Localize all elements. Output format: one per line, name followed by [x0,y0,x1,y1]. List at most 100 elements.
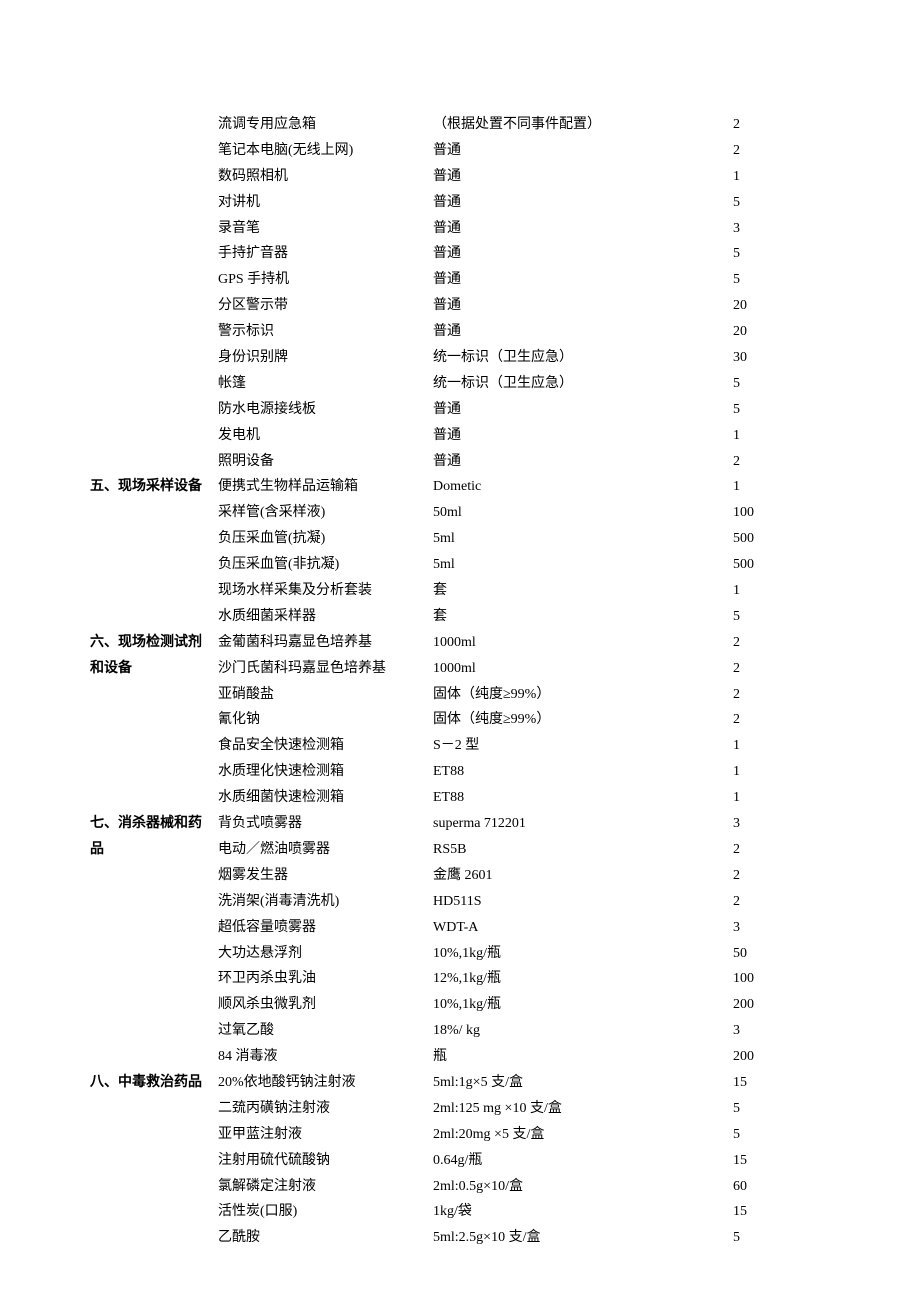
cell-spec: 普通 [433,423,733,449]
cell-category [90,941,218,967]
cell-category [90,293,218,319]
table-row: 六、现场检测试剂金葡菌科玛嘉显色培养基1000ml2 [90,630,830,656]
cell-item: 环卫丙杀虫乳油 [218,966,433,992]
cell-qty: 3 [733,216,830,242]
table-row: 和设备沙门氏菌科玛嘉显色培养基1000ml2 [90,656,830,682]
table-row: 乙酰胺5ml:2.5g×10 支/盒5 [90,1225,830,1251]
cell-spec: 18%/ kg [433,1018,733,1044]
cell-qty: 500 [733,526,830,552]
table-row: 洗消架(消毒清洗机)HD511S2 [90,889,830,915]
cell-qty: 5 [733,604,830,630]
table-row: 对讲机普通5 [90,190,830,216]
cell-qty: 3 [733,811,830,837]
cell-category [90,216,218,242]
cell-item: 二巯丙磺钠注射液 [218,1096,433,1122]
cell-spec: 统一标识（卫生应急） [433,345,733,371]
cell-item: 电动／燃油喷雾器 [218,837,433,863]
table-row: 过氧乙酸18%/ kg3 [90,1018,830,1044]
cell-category [90,966,218,992]
table-row: 七、消杀器械和药背负式喷雾器superma 7122013 [90,811,830,837]
document-page: 流调专用应急箱（根据处置不同事件配置）2笔记本电脑(无线上网)普通2数码照相机普… [0,0,920,1311]
table-row: 警示标识普通20 [90,319,830,345]
table-row: 负压采血管(抗凝)5ml500 [90,526,830,552]
table-row: 注射用硫代硫酸钠0.64g/瓶15 [90,1148,830,1174]
cell-category [90,345,218,371]
cell-spec: 1kg/袋 [433,1199,733,1225]
cell-qty: 30 [733,345,830,371]
cell-category [90,889,218,915]
table-row: 发电机普通1 [90,423,830,449]
cell-category [90,319,218,345]
cell-item: 超低容量喷雾器 [218,915,433,941]
cell-spec: 1000ml [433,630,733,656]
table-row: GPS 手持机普通5 [90,267,830,293]
cell-spec: 套 [433,578,733,604]
cell-category [90,759,218,785]
cell-category: 八、中毒救治药品 [90,1070,218,1096]
cell-category [90,1018,218,1044]
cell-spec: 普通 [433,397,733,423]
cell-qty: 2 [733,449,830,475]
cell-spec: 普通 [433,449,733,475]
cell-spec: 普通 [433,190,733,216]
cell-item: GPS 手持机 [218,267,433,293]
cell-category [90,863,218,889]
cell-category [90,397,218,423]
cell-spec: 2ml:20mg ×5 支/盒 [433,1122,733,1148]
cell-qty: 5 [733,190,830,216]
cell-spec: 0.64g/瓶 [433,1148,733,1174]
cell-item: 数码照相机 [218,164,433,190]
cell-qty: 1 [733,164,830,190]
cell-item: 背负式喷雾器 [218,811,433,837]
cell-spec: ET88 [433,785,733,811]
cell-spec: 10%,1kg/瓶 [433,941,733,967]
cell-qty: 2 [733,656,830,682]
cell-qty: 1 [733,578,830,604]
cell-spec: 固体（纯度≥99%） [433,682,733,708]
cell-category: 六、现场检测试剂 [90,630,218,656]
cell-item: 流调专用应急箱 [218,112,433,138]
cell-item: 手持扩音器 [218,241,433,267]
cell-category [90,1122,218,1148]
cell-item: 乙酰胺 [218,1225,433,1251]
cell-spec: 普通 [433,293,733,319]
equipment-table: 流调专用应急箱（根据处置不同事件配置）2笔记本电脑(无线上网)普通2数码照相机普… [90,112,830,1251]
cell-spec: 5ml:1g×5 支/盒 [433,1070,733,1096]
table-row: 食品安全快速检测箱S－2 型1 [90,733,830,759]
table-row: 烟雾发生器金鹰 26012 [90,863,830,889]
cell-category [90,423,218,449]
table-row: 照明设备普通2 [90,449,830,475]
cell-category [90,449,218,475]
cell-qty: 1 [733,733,830,759]
cell-qty: 20 [733,293,830,319]
cell-qty: 2 [733,889,830,915]
cell-category [90,707,218,733]
cell-category [90,552,218,578]
cell-item: 采样管(含采样液) [218,500,433,526]
cell-qty: 200 [733,1044,830,1070]
cell-item: 大功达悬浮剂 [218,941,433,967]
cell-qty: 1 [733,759,830,785]
cell-spec: 50ml [433,500,733,526]
cell-category [90,1148,218,1174]
table-row: 分区警示带普通20 [90,293,830,319]
cell-spec: 12%,1kg/瓶 [433,966,733,992]
cell-category: 和设备 [90,656,218,682]
cell-category [90,112,218,138]
table-row: 环卫丙杀虫乳油12%,1kg/瓶100 [90,966,830,992]
cell-item: 亚硝酸盐 [218,682,433,708]
table-row: 负压采血管(非抗凝)5ml500 [90,552,830,578]
cell-item: 氯解磷定注射液 [218,1174,433,1200]
cell-qty: 2 [733,112,830,138]
cell-qty: 5 [733,267,830,293]
cell-item: 分区警示带 [218,293,433,319]
table-row: 水质理化快速检测箱ET881 [90,759,830,785]
cell-qty: 15 [733,1199,830,1225]
cell-qty: 5 [733,371,830,397]
table-row: 笔记本电脑(无线上网)普通2 [90,138,830,164]
cell-category [90,267,218,293]
cell-spec: 普通 [433,319,733,345]
cell-category [90,1174,218,1200]
cell-spec: 套 [433,604,733,630]
table-row: 五、现场采样设备便携式生物样品运输箱Dometic1 [90,474,830,500]
